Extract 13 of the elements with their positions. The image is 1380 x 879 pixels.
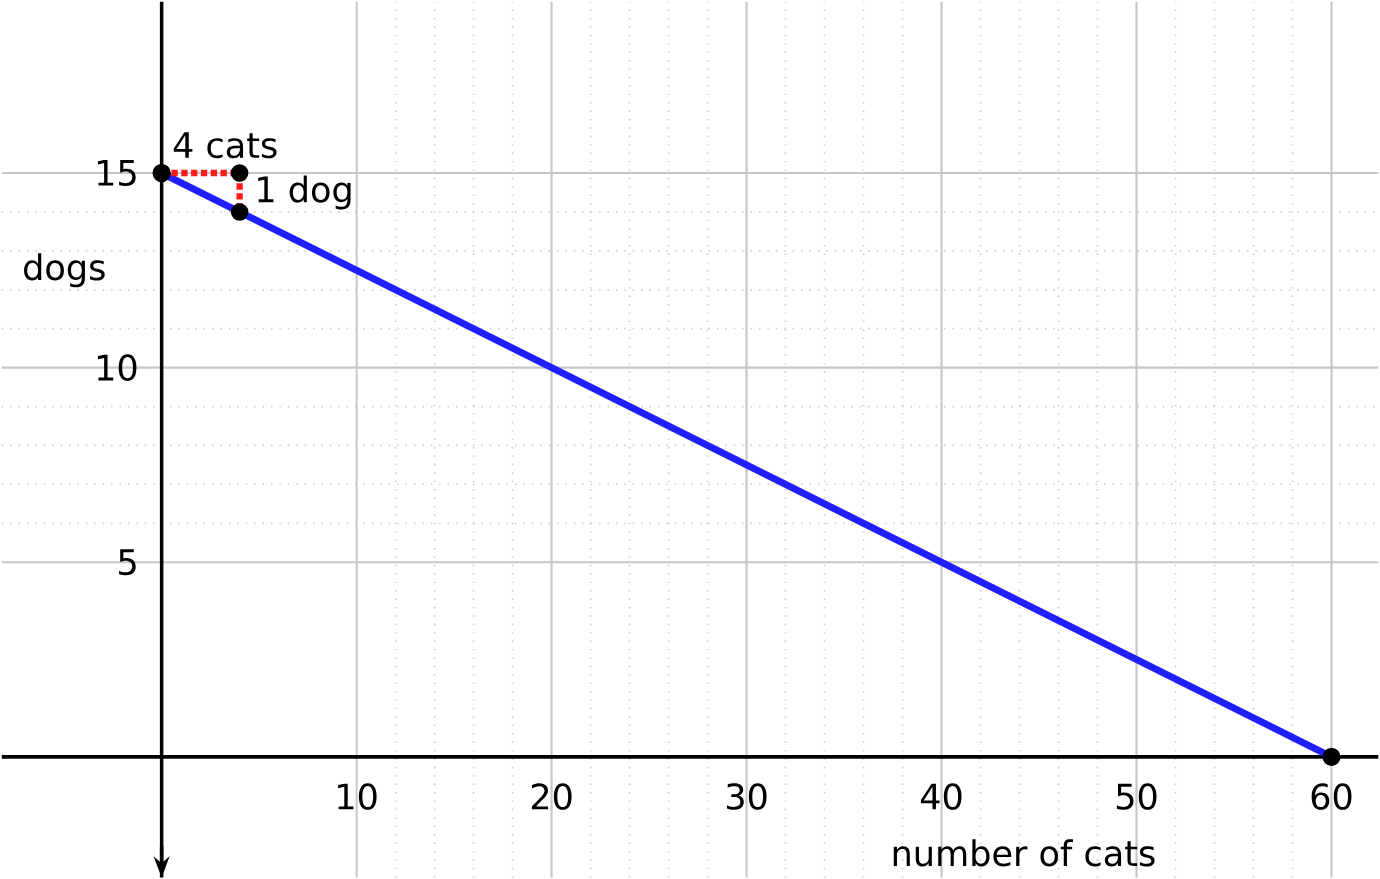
x-tick-label: 50 (1116, 783, 1157, 810)
annotation: 1 dog (258, 175, 351, 210)
annotation: 4 cats (173, 132, 277, 159)
y-tick-label: 5 (119, 549, 136, 576)
x-tick-label: 60 (1311, 783, 1352, 810)
x-tick-label: 40 (920, 783, 962, 810)
y-tick-label: 10 (97, 354, 137, 381)
x-axis-title: number of cats (893, 839, 1155, 867)
x-tick-label: 10 (338, 783, 377, 810)
y-tick-label: 15 (97, 159, 136, 186)
x-tick-label: 20 (531, 783, 572, 810)
x-tick-label: 30 (726, 783, 767, 810)
y-axis-title: dogs (24, 253, 105, 288)
